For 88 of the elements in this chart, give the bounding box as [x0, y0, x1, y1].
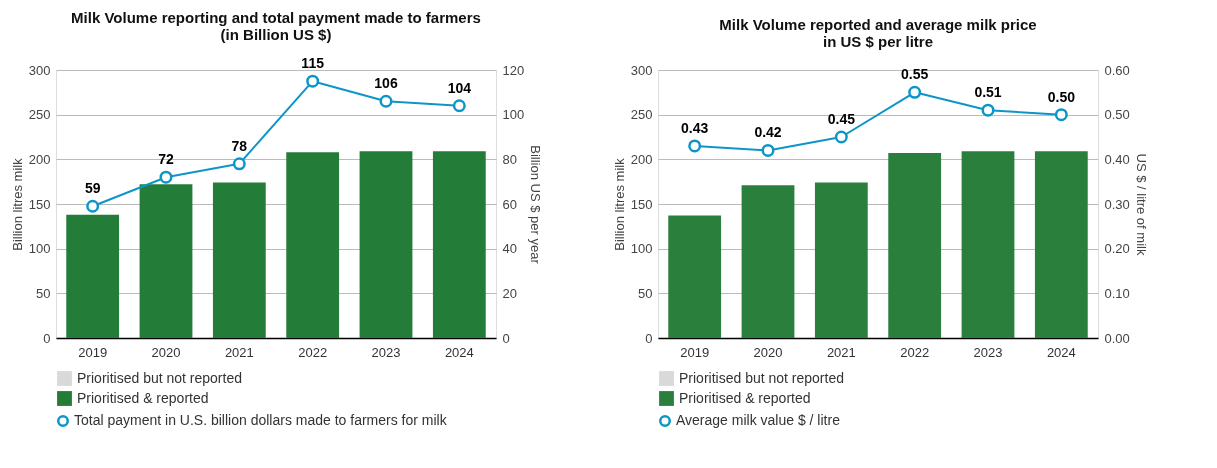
- legend-label: Average milk value $ / litre: [676, 412, 841, 428]
- y2-axis-title: US $ / litre of milk: [1133, 153, 1149, 256]
- data-label: 72: [158, 151, 174, 168]
- x-tick-label: 2022: [900, 344, 930, 360]
- y2-tick-label: 0.20: [1104, 241, 1130, 257]
- y2-tick-label: 120: [502, 62, 525, 78]
- y2-tick-label: 0.10: [1104, 285, 1130, 301]
- bar: [139, 184, 193, 338]
- legend-label: Prioritised & reported: [679, 389, 811, 406]
- y-tick-label: 250: [630, 107, 653, 123]
- chart-title: Milk Volume reporting and total payment made to farmers (in Billion US $): [71, 9, 481, 44]
- y-tick-label: 0: [43, 330, 51, 346]
- point: [232, 157, 246, 171]
- x-tick-label: 2020: [753, 344, 783, 360]
- bar: [432, 151, 486, 338]
- point: [379, 94, 393, 108]
- y2-tick-label: 60: [502, 196, 517, 212]
- y2-tick-label: 0.40: [1104, 151, 1130, 167]
- x-tick-label: 2021: [224, 344, 254, 360]
- y-tick-label: 50: [36, 285, 51, 301]
- y-axis-title: Billion litres milk: [9, 157, 25, 251]
- data-label: 0.55: [901, 66, 929, 83]
- y2-tick-label: 40: [502, 241, 517, 257]
- point: [688, 139, 702, 153]
- point: [1054, 108, 1068, 122]
- bar: [814, 182, 868, 338]
- data-label: 115: [301, 55, 325, 72]
- y2-tick-label: 0: [502, 330, 510, 346]
- bar: [668, 215, 722, 338]
- point: [159, 170, 173, 184]
- legend-label: Prioritised but not reported: [77, 369, 242, 386]
- y-tick-label: 200: [630, 151, 653, 167]
- y2-tick-label: 0.30: [1104, 196, 1130, 212]
- data-label: 0.50: [1047, 88, 1076, 105]
- x-tick-label: 2019: [78, 344, 108, 360]
- bar: [741, 185, 795, 338]
- y-tick-label: 200: [28, 151, 51, 167]
- x-tick-label: 2023: [371, 344, 401, 360]
- y-tick-label: 0: [645, 330, 653, 346]
- y2-tick-label: 20: [502, 285, 517, 301]
- point: [452, 99, 466, 113]
- point: [908, 85, 922, 99]
- x-tick-label: 2023: [973, 344, 1003, 360]
- legend-label: Total payment in U.S. billion dollars made to farmers for milk: [74, 412, 448, 428]
- bar: [286, 152, 340, 338]
- bar: [888, 153, 942, 338]
- data-label: 78: [231, 137, 248, 154]
- x-tick-label: 2021: [826, 344, 856, 360]
- point: [761, 143, 775, 157]
- y2-tick-label: 0.50: [1104, 107, 1130, 123]
- y-tick-label: 250: [28, 107, 51, 123]
- y2-axis-title: Billion US $ per year: [528, 145, 544, 265]
- x-tick-label: 2020: [151, 344, 181, 360]
- y-tick-label: 300: [630, 62, 653, 78]
- legend-label: Prioritised but not reported: [679, 369, 844, 386]
- data-label: 0.42: [754, 124, 782, 141]
- bar: [961, 151, 1015, 338]
- data-label: 104: [447, 79, 472, 96]
- data-label: 59: [84, 180, 101, 197]
- legend-label: Prioritised & reported: [77, 389, 209, 406]
- point: [306, 74, 320, 88]
- chart-title: Milk Volume reported and average milk price in US $ per litre: [719, 16, 1037, 50]
- data-label: 0.45: [827, 111, 856, 127]
- data-label: 0.51: [974, 84, 1002, 101]
- y2-tick-label: 0.00: [1104, 330, 1130, 346]
- bar: [359, 151, 413, 338]
- x-tick-label: 2022: [298, 344, 328, 360]
- y-tick-label: 150: [28, 196, 51, 212]
- data-label: 0.43: [681, 119, 709, 136]
- y-tick-label: 50: [638, 285, 653, 301]
- data-label: 106: [374, 75, 398, 92]
- point: [86, 199, 100, 213]
- x-tick-label: 2024: [1046, 344, 1076, 360]
- point: [834, 130, 848, 144]
- y2-tick-label: 100: [502, 107, 525, 123]
- x-tick-label: 2019: [680, 344, 710, 360]
- x-tick-label: 2024: [444, 344, 474, 360]
- bar: [1034, 151, 1088, 338]
- y-tick-label: 300: [28, 62, 51, 78]
- bar: [212, 182, 266, 338]
- y-tick-label: 150: [630, 196, 653, 212]
- y2-tick-label: 0.60: [1104, 62, 1130, 78]
- y-axis-title: Billion litres milk: [611, 157, 627, 251]
- point: [981, 103, 995, 117]
- bar: [66, 214, 120, 338]
- y-tick-label: 100: [28, 241, 51, 257]
- y-tick-label: 100: [630, 241, 653, 257]
- y2-tick-label: 80: [502, 151, 517, 167]
